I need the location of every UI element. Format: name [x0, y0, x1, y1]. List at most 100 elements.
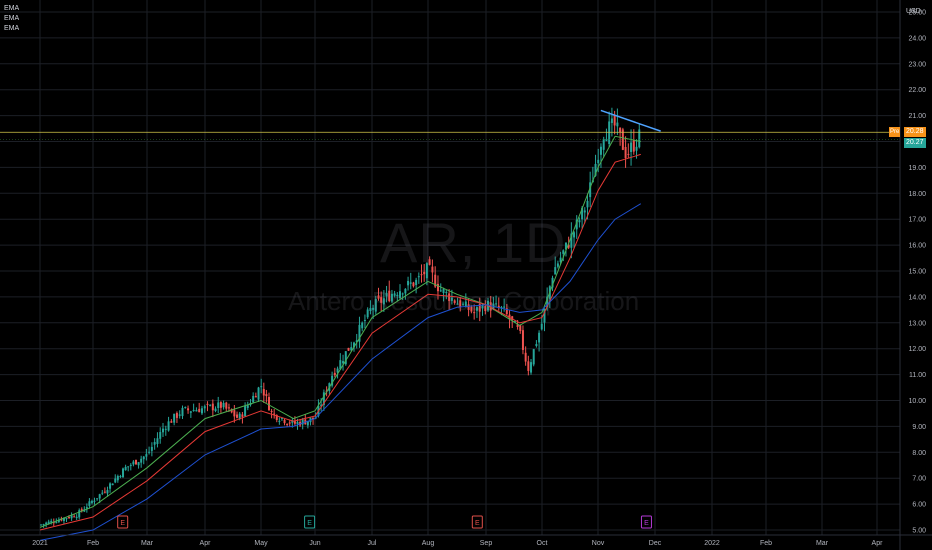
candle-body	[583, 210, 586, 213]
candle-body	[278, 420, 281, 422]
price-tick-label: 22.00	[908, 87, 926, 94]
premarket-price-tag: 20.28	[904, 127, 926, 138]
candle-body	[448, 293, 451, 302]
candle-body	[331, 375, 334, 386]
candle-body	[119, 476, 122, 478]
candle-body	[122, 468, 125, 478]
candle-body	[150, 446, 153, 451]
candle-body	[347, 347, 350, 351]
candle-body	[339, 360, 342, 370]
candle-body	[450, 297, 453, 301]
candle-body	[369, 308, 372, 311]
candle-body	[597, 159, 600, 164]
candle-body	[635, 146, 638, 151]
earnings-marker	[117, 515, 129, 529]
candle-body	[497, 305, 500, 308]
candle-body	[265, 394, 268, 397]
candle-body	[567, 244, 570, 248]
candle-body	[148, 451, 151, 453]
candle-body	[153, 442, 156, 445]
candle-body	[610, 118, 613, 123]
ema-line-1	[39, 135, 641, 528]
candle-body	[573, 232, 576, 238]
candle-body	[175, 413, 178, 418]
candle-body	[500, 306, 503, 308]
earnings-marker-label: E	[475, 520, 480, 527]
price-tick-label: 14.00	[908, 294, 926, 301]
candle-body	[352, 342, 355, 348]
earnings-marker	[471, 515, 483, 529]
candle-body	[420, 274, 423, 276]
candle-body	[68, 517, 71, 519]
ema-line-3	[39, 203, 642, 541]
time-tick-label: Jun	[309, 540, 320, 547]
candle-body	[374, 299, 377, 312]
candle-body	[40, 524, 43, 526]
candle-body	[195, 410, 198, 412]
candle-body	[521, 330, 524, 350]
candle-body	[55, 522, 58, 524]
price-axis[interactable]: 5.00 6.00 7.00 8.00 9.00 10.00 11.00 12.00 13.00…	[899, 0, 926, 550]
time-tick-label: Feb	[87, 540, 99, 547]
premarket-label: Pre	[889, 127, 901, 138]
candle-body	[286, 423, 289, 425]
candle-body	[361, 322, 364, 329]
candle-body	[532, 349, 535, 365]
candle-body	[233, 410, 236, 417]
legend-ema-3[interactable]: EMA	[4, 25, 20, 32]
candle-body	[439, 290, 442, 292]
candle-body	[88, 501, 91, 506]
candle-body	[619, 127, 622, 133]
candle-body	[156, 438, 159, 444]
candle-body	[481, 304, 484, 309]
time-tick-label: Mar	[141, 540, 154, 547]
candle-body	[333, 372, 336, 376]
candle-body	[145, 454, 148, 457]
price-tick-label: 16.00	[908, 243, 926, 250]
candle-body	[385, 292, 388, 297]
candle-body	[181, 407, 184, 417]
candle-body	[203, 406, 206, 409]
candle-body	[363, 320, 366, 322]
time-axis[interactable]: 2021 Feb Mar Apr May Jun Jul Aug Sep Oct Nov Dec 202…	[0, 534, 932, 547]
candle-body	[167, 421, 170, 431]
candle-body	[459, 300, 462, 308]
candle-body	[142, 456, 145, 460]
candle-body	[428, 259, 431, 265]
candle-body	[404, 288, 407, 294]
time-tick-label: 2021	[32, 540, 48, 547]
candle-body	[489, 302, 492, 311]
candle-body	[116, 476, 119, 481]
candle-body	[184, 407, 187, 409]
candle-body	[632, 139, 635, 152]
candle-body	[280, 418, 283, 420]
company-watermark: Antero Resources Corporation	[288, 286, 640, 316]
candle-body	[217, 402, 220, 408]
price-tick-label: 25.00	[908, 10, 926, 17]
candle-body	[554, 267, 557, 275]
candle-body	[241, 414, 244, 417]
candle-body	[273, 413, 276, 415]
price-tick-label: 18.00	[908, 191, 926, 198]
candle-body	[206, 403, 209, 405]
candle-body	[75, 516, 78, 518]
time-tick-label: Sep	[480, 540, 493, 547]
legend-ema-1[interactable]: EMA	[4, 5, 20, 12]
candle-body	[322, 392, 325, 406]
candle-body	[178, 414, 181, 416]
candle-body	[624, 147, 627, 159]
candle-body	[101, 492, 104, 494]
legend-ema-2[interactable]: EMA	[4, 15, 20, 22]
candle-body	[96, 498, 99, 500]
price-tick-label: 11.00	[909, 372, 926, 379]
candle-body	[137, 462, 140, 466]
candle-body	[503, 306, 506, 308]
candle-body	[602, 139, 605, 150]
candle-body	[257, 387, 260, 400]
price-tick-label: 8.00	[912, 450, 926, 457]
price-tick-label: 6.00	[912, 502, 926, 509]
candle-body	[244, 406, 247, 417]
currency-label[interactable]: USD	[906, 8, 921, 15]
